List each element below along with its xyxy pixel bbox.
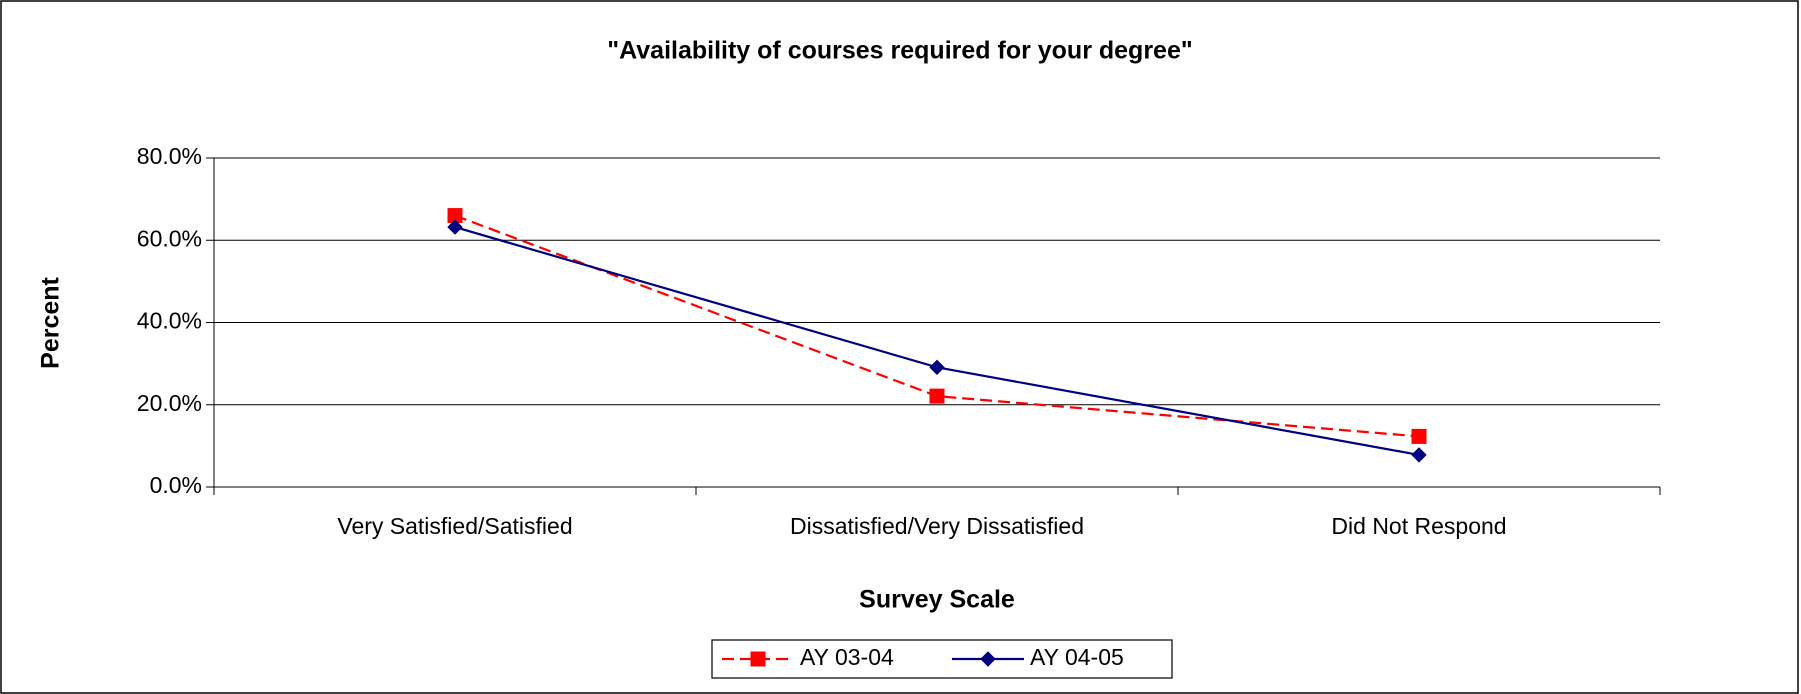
legend-label: AY 03-04 [800,644,894,670]
y-tick-label: 20.0% [137,390,202,416]
data-point [447,219,463,235]
y-tick-label: 40.0% [137,308,202,334]
data-point [929,388,945,404]
y-tick-label: 60.0% [137,225,202,251]
x-tick-label: Dissatisfied/Very Dissatisfied [790,513,1084,539]
chart-title: "Availability of courses required for yo… [607,37,1192,65]
x-tick-label: Did Not Respond [1331,513,1506,539]
data-point [1411,447,1427,463]
y-tick-label: 0.0% [150,472,202,498]
y-tick-label: 80.0% [137,143,202,169]
y-axis-title: Percent [37,276,65,368]
legend-box [711,639,1173,679]
x-axis-title: Survey Scale [859,586,1015,614]
legend-label: AY 04-05 [1030,644,1124,670]
legend-marker [750,651,766,667]
data-point [1411,428,1427,444]
data-point [929,359,945,376]
legend-marker [980,651,996,667]
x-tick-label: Very Satisfied/Satisfied [337,513,572,539]
